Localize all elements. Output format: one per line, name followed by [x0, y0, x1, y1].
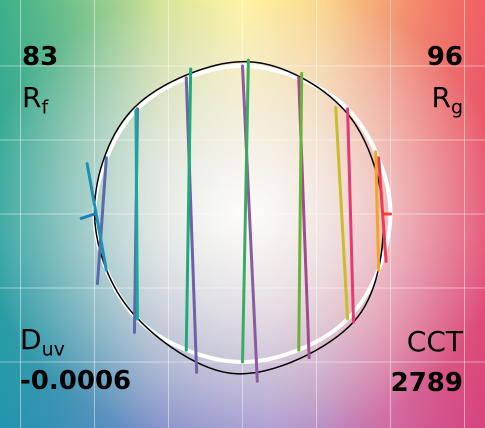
hue-bin-arrow [377, 156, 388, 263]
hue-bin-arrow [346, 107, 355, 324]
rf-value: 83 [22, 42, 59, 72]
hue-bin-arrow [297, 71, 304, 352]
hue-bin-arrow [374, 150, 381, 272]
test-loop [93, 60, 385, 375]
rg-label: Rg [431, 81, 463, 119]
cct-label: CCT [406, 325, 463, 358]
hue-bin-arrow [85, 162, 108, 272]
cct-value: 2789 [390, 368, 463, 398]
hue-bin-arrow [334, 105, 350, 321]
duv-value: -0.0006 [20, 366, 132, 396]
hue-bin-arrows [79, 58, 392, 383]
hue-bin-arrow [184, 76, 199, 374]
duv-label: Duv [20, 323, 65, 361]
hue-bin-arrow [134, 108, 139, 321]
rg-value: 96 [426, 42, 463, 72]
hue-bin-arrow [79, 212, 96, 220]
hue-bin-arrow [241, 58, 250, 364]
hue-bin-arrow [241, 64, 259, 383]
hue-bin-arrow [184, 67, 193, 352]
rf-label: Rf [22, 81, 49, 119]
hue-bin-arrow [95, 156, 108, 286]
